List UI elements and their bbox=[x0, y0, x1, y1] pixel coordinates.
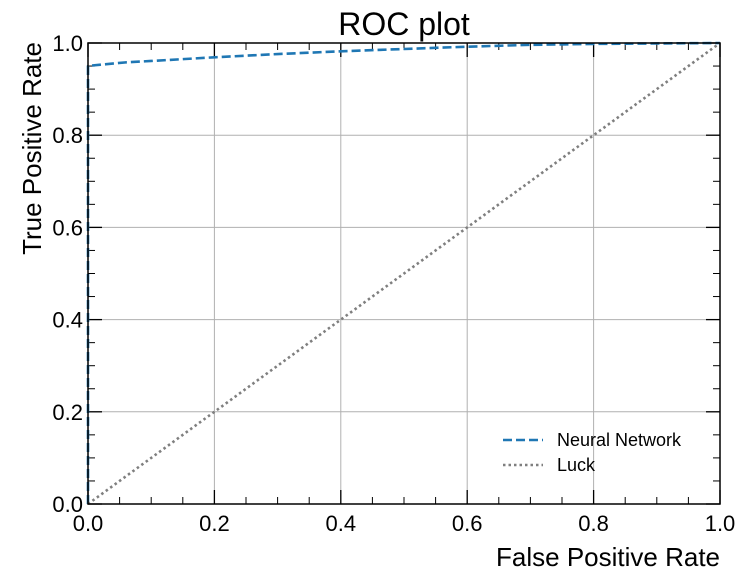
minor-ticks bbox=[88, 43, 720, 504]
legend-label-luck: Luck bbox=[557, 455, 596, 475]
x-tick-label: 0.8 bbox=[578, 511, 609, 536]
x-tick-label: 0.6 bbox=[452, 511, 483, 536]
legend: Neural Network Luck bbox=[503, 430, 682, 475]
x-axis-title: False Positive Rate bbox=[496, 542, 720, 572]
y-axis-title: True Positive Rate bbox=[17, 42, 47, 255]
series-line-neural-network bbox=[86, 41, 721, 504]
y-tick-label: 0.6 bbox=[52, 215, 83, 240]
chart-title: ROC plot bbox=[338, 6, 470, 42]
y-tick-label: 0.4 bbox=[52, 308, 83, 333]
x-tick-label: 0.2 bbox=[199, 511, 230, 536]
y-tick-label: 0.2 bbox=[52, 400, 83, 425]
y-tick-label: 0.0 bbox=[52, 492, 83, 517]
legend-label-neural-network: Neural Network bbox=[557, 430, 682, 450]
x-tick-label: 0.0 bbox=[73, 511, 104, 536]
y-tick-label: 0.8 bbox=[52, 123, 83, 148]
series-layer bbox=[86, 41, 721, 506]
y-tick-labels: 0.0 0.2 0.4 0.6 0.8 1.0 bbox=[52, 31, 83, 517]
y-tick-label: 1.0 bbox=[52, 31, 83, 56]
x-tick-label: 1.0 bbox=[705, 511, 736, 536]
x-tick-labels: 0.0 0.2 0.4 0.6 0.8 1.0 bbox=[73, 511, 736, 536]
series-line-luck bbox=[87, 41, 721, 506]
x-tick-label: 0.4 bbox=[326, 511, 357, 536]
plot-frame bbox=[87, 42, 721, 505]
